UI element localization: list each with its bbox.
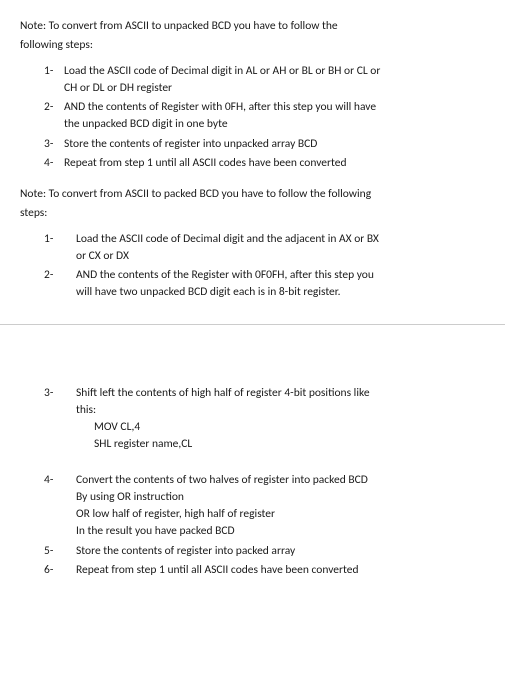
step-text: AND the contents of the Register with 0F… [76, 267, 485, 302]
step-line: AND the contents of the Register with 0F… [76, 267, 485, 284]
step-num: 5- [44, 543, 76, 560]
step-text: Repeat from step 1 until all ASCII codes… [76, 562, 485, 579]
section-packed-b: 3- Shift left the contents of high half … [20, 385, 485, 580]
note1-line1: Note: To convert from ASCII to unpacked … [20, 18, 485, 35]
step-line: In the result you have packed BCD [76, 523, 485, 540]
step-line: OR low half of register, high half of re… [76, 506, 485, 523]
step-line: Convert the contents of two halves of re… [76, 472, 485, 489]
step-text: Store the contents of register into unpa… [64, 136, 485, 153]
step-line: Load the ASCII code of Decimal digit in … [64, 63, 485, 80]
steps-packed-a: 1- Load the ASCII code of Decimal digit … [20, 231, 485, 302]
step-line: Load the ASCII code of Decimal digit and… [76, 231, 485, 248]
step-item: 2- AND the contents of Register with 0FH… [44, 99, 485, 134]
step-item: 3- Store the contents of register into u… [44, 136, 485, 153]
step-text: AND the contents of Register with 0FH, a… [64, 99, 485, 134]
note1-line2: following steps: [20, 37, 485, 54]
step-text: Repeat from step 1 until all ASCII codes… [64, 155, 485, 172]
step-text: Load the ASCII code of Decimal digit in … [64, 63, 485, 98]
step-num: 4- [44, 155, 64, 172]
step-num: 6- [44, 562, 76, 579]
step-item: 1- Load the ASCII code of Decimal digit … [44, 231, 485, 266]
note2-line1: Note: To convert from ASCII to packed BC… [20, 186, 485, 203]
step-line: will have two unpacked BCD digit each is… [76, 284, 485, 301]
step-line: Shift left the contents of high half of … [76, 385, 485, 402]
step-text: Convert the contents of two halves of re… [76, 472, 485, 541]
step-text: Load the ASCII code of Decimal digit and… [76, 231, 485, 266]
step-num: 2- [44, 267, 76, 302]
step-line: the unpacked BCD digit in one byte [64, 116, 485, 133]
step-item: 4- Convert the contents of two halves of… [44, 472, 485, 541]
step-line: AND the contents of Register with 0FH, a… [64, 99, 485, 116]
step-line: CH or DL or DH register [64, 80, 485, 97]
step-item: 2- AND the contents of the Register with… [44, 267, 485, 302]
page-divider [0, 324, 505, 325]
step-line: this: [76, 402, 485, 419]
note2-line2: steps: [20, 205, 485, 222]
step-num: 4- [44, 472, 76, 541]
step-item: 1- Load the ASCII code of Decimal digit … [44, 63, 485, 98]
step-line: By using OR instruction [76, 489, 485, 506]
step-item: 4- Repeat from step 1 until all ASCII co… [44, 155, 485, 172]
step-num: 1- [44, 63, 64, 98]
step-text: Store the contents of register into pack… [76, 543, 485, 560]
step-num: 3- [44, 385, 76, 454]
step-num: 2- [44, 99, 64, 134]
step-num: 1- [44, 231, 76, 266]
code-line: MOV CL,4 [76, 419, 485, 436]
section-packed-a: Note: To convert from ASCII to packed BC… [20, 186, 485, 302]
steps-packed-b: 3- Shift left the contents of high half … [20, 385, 485, 580]
step-line: or CX or DX [76, 248, 485, 265]
step-item: 3- Shift left the contents of high half … [44, 385, 485, 454]
step-item: 6- Repeat from step 1 until all ASCII co… [44, 562, 485, 579]
steps-unpacked: 1- Load the ASCII code of Decimal digit … [20, 63, 485, 173]
step-num: 3- [44, 136, 64, 153]
section-unpacked: Note: To convert from ASCII to unpacked … [20, 18, 485, 172]
step-text: Shift left the contents of high half of … [76, 385, 485, 454]
step-item: 5- Store the contents of register into p… [44, 543, 485, 560]
code-line: SHL register name,CL [76, 436, 485, 453]
